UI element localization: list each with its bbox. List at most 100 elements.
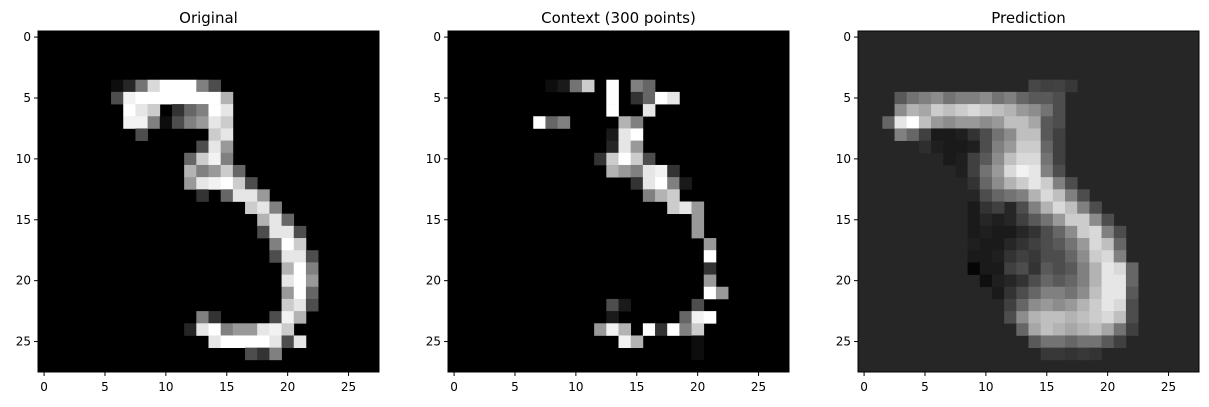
image-pixel <box>269 225 282 239</box>
image-pixel <box>1016 323 1029 336</box>
y-tick-label: 0 <box>23 30 31 44</box>
image-pixel <box>171 79 185 93</box>
image-pixel <box>111 91 124 105</box>
image-pixel <box>208 140 222 154</box>
image-pixel <box>269 323 282 336</box>
image-pixel <box>1004 298 1017 312</box>
image-pixel <box>147 104 161 117</box>
image-pixel <box>1113 286 1127 300</box>
image-pixel <box>1040 335 1054 348</box>
image-pixel <box>305 262 319 275</box>
image-pixel <box>979 238 993 251</box>
axes: 0 5 10 15 20 25 0 5 10 15 20 25 <box>836 30 1200 394</box>
image-pixel <box>1089 323 1102 336</box>
image-pixel <box>703 250 717 263</box>
image-pixel <box>979 201 993 215</box>
image-pixel <box>667 189 680 202</box>
image-pixel <box>1016 116 1029 129</box>
image-pixel <box>679 323 692 336</box>
image-pixel <box>1065 225 1078 239</box>
image-pixel <box>245 323 258 336</box>
image-pixel <box>715 286 729 300</box>
image-pixel <box>691 213 705 227</box>
y-tick-label: 5 <box>23 91 31 105</box>
image-pixel <box>1040 238 1054 251</box>
x-tick-label: 25 <box>751 380 766 394</box>
image-pixel <box>931 128 944 141</box>
y-tick-label: 15 <box>836 213 851 227</box>
image-pixel <box>123 104 136 117</box>
image-pixel <box>1077 323 1090 336</box>
image-pixel <box>967 250 981 263</box>
image-pixel <box>979 152 993 166</box>
image-pixel <box>1113 323 1127 336</box>
image-pixel <box>618 323 632 336</box>
panel-context: Context (300 points) 0 5 10 15 20 25 0 5 10 15 20 2… <box>426 9 790 394</box>
image-pixel <box>220 152 234 166</box>
image-pixel <box>967 225 981 239</box>
image-pixel <box>1089 311 1102 324</box>
image-pixel <box>1125 323 1139 336</box>
image-pixel <box>991 274 1005 288</box>
image-pixel <box>1016 250 1029 263</box>
image-pixel <box>1040 250 1054 263</box>
image-pixel <box>1089 298 1102 312</box>
image-pixel <box>991 177 1005 190</box>
image-pixel <box>1065 323 1078 336</box>
image-pixel <box>967 164 981 178</box>
panel-original: Original 0 5 10 15 20 25 0 5 10 15 20 25 <box>16 9 380 394</box>
image-pixel <box>1016 189 1029 202</box>
image-pixel <box>1028 250 1042 263</box>
image-pixel <box>1028 201 1042 215</box>
x-tick-label: 15 <box>219 380 234 394</box>
image-pixel <box>1016 213 1029 227</box>
image-pixel <box>991 225 1005 239</box>
image-pixel <box>1004 91 1017 105</box>
image-pixel <box>208 104 222 117</box>
x-tick-label: 10 <box>978 380 993 394</box>
image-pixel <box>1040 116 1054 129</box>
image-pixel <box>1040 323 1054 336</box>
image-pixel <box>171 104 185 117</box>
image-pixel <box>667 164 680 178</box>
image-pixel <box>594 152 607 166</box>
image-pixel <box>991 140 1005 154</box>
image-pixel <box>967 238 981 251</box>
image-pixel <box>1077 189 1090 202</box>
image-pixel <box>918 128 932 141</box>
image-pixel <box>1101 213 1115 227</box>
image-pixel <box>1016 201 1029 215</box>
image-pixel <box>679 201 692 215</box>
image-pixel <box>1052 347 1066 361</box>
image-pixel <box>606 104 619 117</box>
image-pixel <box>991 238 1005 251</box>
image-pixel <box>630 335 644 348</box>
image-pixel <box>1065 262 1078 275</box>
image-pixel <box>1101 335 1115 348</box>
image-pixel <box>171 91 185 105</box>
image-pixel <box>979 225 993 239</box>
image-pixel <box>1077 274 1090 288</box>
image-pixel <box>245 189 258 202</box>
image-pixel <box>208 164 222 178</box>
image-pixel <box>1052 213 1066 227</box>
image-pixel <box>196 91 209 105</box>
image-pixel <box>594 323 607 336</box>
image-pixel <box>147 91 161 105</box>
image-pixel <box>208 323 222 336</box>
image-pixel <box>955 116 968 129</box>
image-pixel <box>257 335 270 348</box>
image-pixel <box>967 128 981 141</box>
image-pixel <box>281 213 295 227</box>
image-pixel <box>293 225 307 239</box>
image-pixel <box>220 140 234 154</box>
image-pixel <box>281 311 295 324</box>
image-pixel <box>1077 262 1090 275</box>
image-pixel <box>618 140 632 154</box>
image-pixel <box>691 225 705 239</box>
image-pixel <box>1040 347 1054 361</box>
x-tick-label: 20 <box>280 380 295 394</box>
image-pixel <box>293 262 307 275</box>
image-pixel <box>1004 152 1017 166</box>
image-pixel <box>1113 250 1127 263</box>
